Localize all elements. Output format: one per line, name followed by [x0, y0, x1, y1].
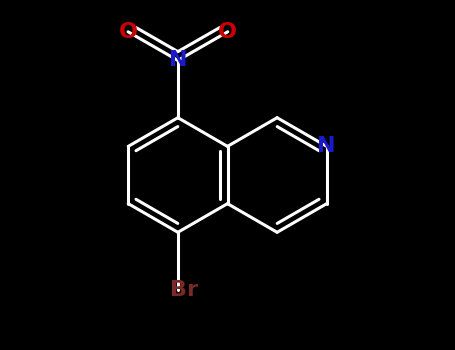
Text: Br: Br — [170, 280, 198, 300]
Text: N: N — [318, 136, 336, 156]
Text: O: O — [119, 22, 137, 42]
Text: N: N — [169, 50, 187, 70]
Text: O: O — [218, 22, 237, 42]
